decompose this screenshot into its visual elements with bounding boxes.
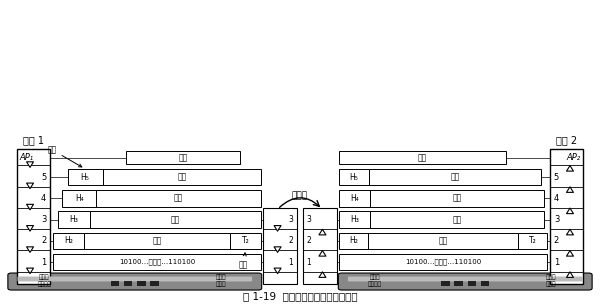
Text: 1: 1	[307, 258, 311, 267]
Text: 物理传
输媒体: 物理传 输媒体	[546, 275, 557, 287]
Text: 数据: 数据	[178, 153, 188, 162]
FancyBboxPatch shape	[62, 190, 96, 206]
Text: H₅: H₅	[350, 173, 359, 181]
FancyBboxPatch shape	[467, 281, 476, 286]
Text: 4: 4	[41, 194, 46, 203]
Text: 数据: 数据	[177, 173, 187, 181]
FancyBboxPatch shape	[151, 281, 159, 286]
Text: 2: 2	[289, 236, 293, 245]
FancyBboxPatch shape	[348, 277, 583, 282]
FancyBboxPatch shape	[125, 151, 240, 164]
FancyBboxPatch shape	[339, 151, 506, 164]
FancyBboxPatch shape	[550, 149, 583, 284]
FancyBboxPatch shape	[370, 190, 544, 206]
Text: H₂: H₂	[64, 236, 73, 245]
FancyBboxPatch shape	[518, 233, 547, 249]
Text: 2: 2	[554, 236, 559, 245]
Text: 2: 2	[307, 236, 311, 245]
FancyBboxPatch shape	[90, 211, 261, 228]
FancyBboxPatch shape	[137, 281, 146, 286]
Text: 3: 3	[41, 215, 46, 224]
Text: 主机 2: 主机 2	[556, 135, 577, 145]
Text: H₅: H₅	[81, 173, 89, 181]
Text: 数据: 数据	[171, 215, 180, 224]
Text: 数据: 数据	[439, 236, 448, 245]
Text: 数据: 数据	[452, 194, 461, 203]
Text: 电信号
或光信号: 电信号 或光信号	[37, 275, 52, 287]
Text: T₂: T₂	[529, 236, 536, 245]
Text: 1: 1	[554, 258, 559, 267]
Text: 首部: 首部	[47, 145, 82, 167]
Text: 电信号
或光信号: 电信号 或光信号	[368, 275, 382, 287]
FancyBboxPatch shape	[481, 281, 489, 286]
Text: 3: 3	[289, 215, 293, 224]
FancyBboxPatch shape	[103, 169, 261, 185]
FancyBboxPatch shape	[53, 254, 261, 270]
FancyBboxPatch shape	[370, 211, 544, 228]
Text: 图 1-19  数据在各层之间的传递过程: 图 1-19 数据在各层之间的传递过程	[242, 291, 358, 301]
Text: H₃: H₃	[70, 215, 78, 224]
Text: H₃: H₃	[350, 215, 359, 224]
FancyBboxPatch shape	[368, 233, 518, 249]
FancyBboxPatch shape	[339, 169, 369, 185]
Text: 数据: 数据	[451, 173, 460, 181]
Text: 5: 5	[554, 173, 559, 181]
FancyBboxPatch shape	[111, 281, 119, 286]
Text: T₂: T₂	[242, 236, 250, 245]
FancyBboxPatch shape	[303, 208, 337, 284]
FancyBboxPatch shape	[339, 233, 368, 249]
Text: 数据: 数据	[174, 194, 183, 203]
Text: H₄: H₄	[75, 194, 83, 203]
Text: 10100…比特流…110100: 10100…比特流…110100	[405, 259, 481, 265]
FancyBboxPatch shape	[338, 273, 592, 290]
Text: 10100…比特流…110100: 10100…比特流…110100	[119, 259, 195, 265]
FancyBboxPatch shape	[124, 281, 133, 286]
Text: 2: 2	[41, 236, 46, 245]
Text: AP₁: AP₁	[20, 153, 34, 162]
FancyBboxPatch shape	[339, 254, 547, 270]
FancyBboxPatch shape	[230, 233, 261, 249]
Text: 主机 1: 主机 1	[23, 135, 44, 145]
Text: 1: 1	[289, 258, 293, 267]
Text: 5: 5	[41, 173, 46, 181]
FancyBboxPatch shape	[17, 149, 50, 284]
Text: 数据: 数据	[418, 153, 427, 162]
Text: 数据: 数据	[452, 215, 461, 224]
FancyBboxPatch shape	[84, 233, 230, 249]
Text: 3: 3	[307, 215, 311, 224]
Text: 尾部: 尾部	[239, 253, 248, 270]
Text: 4: 4	[554, 194, 559, 203]
FancyBboxPatch shape	[454, 281, 463, 286]
FancyBboxPatch shape	[339, 190, 370, 206]
Text: AP₂: AP₂	[566, 153, 580, 162]
FancyBboxPatch shape	[369, 169, 541, 185]
FancyBboxPatch shape	[263, 208, 297, 284]
FancyBboxPatch shape	[58, 211, 90, 228]
Text: H₄: H₄	[350, 194, 359, 203]
Text: 1: 1	[41, 258, 46, 267]
FancyBboxPatch shape	[68, 169, 103, 185]
FancyBboxPatch shape	[96, 190, 261, 206]
Text: 3: 3	[554, 215, 559, 224]
Text: 数据: 数据	[152, 236, 161, 245]
FancyBboxPatch shape	[441, 281, 449, 286]
FancyBboxPatch shape	[53, 233, 84, 249]
FancyBboxPatch shape	[17, 277, 252, 282]
Text: 物理传
输媒体: 物理传 输媒体	[216, 275, 226, 287]
FancyBboxPatch shape	[339, 211, 370, 228]
Text: 路由器: 路由器	[292, 191, 308, 200]
Text: H₂: H₂	[349, 236, 358, 245]
FancyBboxPatch shape	[8, 273, 262, 290]
